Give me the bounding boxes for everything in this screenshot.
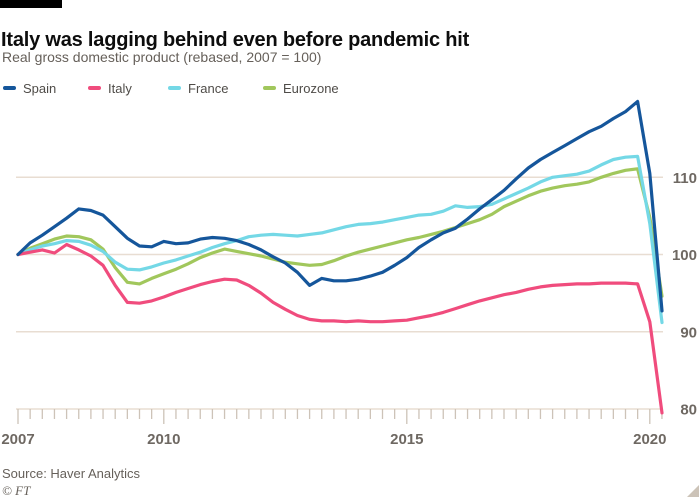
legend-item-eurozone: Eurozone (263, 79, 339, 97)
source-note: Source: Haver Analytics (2, 466, 141, 481)
legend-item-france: France (168, 79, 228, 97)
ft-top-bar (0, 0, 62, 8)
legend-label-spain: Spain (23, 80, 57, 96)
line-spain (16, 99, 664, 313)
y-axis-label-100: 100 (672, 247, 697, 264)
ft-credit: © FT (2, 483, 31, 498)
x-axis-label-2020: 2020 (633, 431, 666, 448)
line-eurozone (16, 167, 664, 298)
y-axis-label-90: 90 (680, 324, 697, 341)
legend: Spain Italy France Eurozone (0, 79, 700, 97)
legend-swatch-italy (88, 86, 101, 90)
chart-title: Italy was lagging behind even before pan… (1, 29, 470, 52)
y-axis-label-80: 80 (680, 402, 697, 419)
legend-label-france: France (188, 80, 229, 96)
x-axis-label-2015: 2015 (390, 431, 423, 448)
line-france (16, 154, 664, 325)
resize-corner-icon (687, 485, 699, 497)
legend-item-italy: Italy (88, 79, 132, 97)
legend-swatch-france (168, 86, 181, 90)
legend-swatch-spain (3, 86, 16, 90)
legend-label-eurozone: Eurozone (283, 80, 339, 96)
x-axis-label-2007: 2007 (1, 431, 34, 448)
x-axis-label-2010: 2010 (147, 431, 180, 448)
legend-swatch-eurozone (263, 86, 276, 90)
y-axis-label-110: 110 (673, 170, 697, 187)
line-italy (16, 242, 664, 415)
legend-label-italy: Italy (108, 80, 132, 96)
legend-item-spain: Spain (3, 79, 56, 97)
chart-subtitle: Real gross domestic product (rebased, 20… (2, 49, 322, 65)
